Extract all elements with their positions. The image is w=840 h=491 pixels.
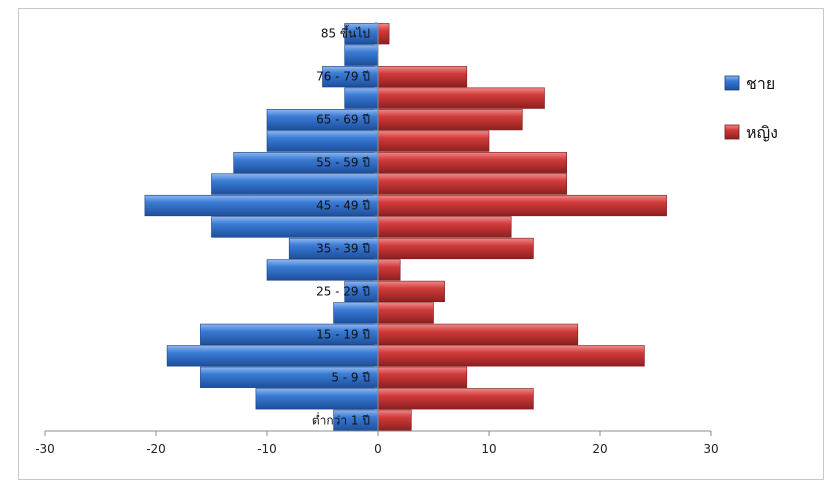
chart-frame: -30 -20 -10 0 10 20 30 ต่ำกว่า 1 ปี 5 - 9 ปี 15 …	[18, 8, 824, 480]
bar-male-1	[255, 388, 379, 410]
bar-male-5	[333, 302, 379, 324]
category-label-16: 76 - 79 ปี	[316, 70, 370, 84]
legend-swatch-male	[724, 75, 740, 91]
category-label-4: 15 - 19 ปี	[316, 327, 370, 341]
axes-layer: -30 -20 -10 0 10 20 30	[35, 22, 719, 456]
bar-female-8	[377, 237, 534, 260]
bar-female-3	[377, 345, 645, 367]
bar-female-4	[377, 323, 579, 345]
category-label-12: 55 - 59 ปี	[316, 156, 370, 170]
bar-male-15	[344, 87, 379, 109]
bar-female-0	[377, 409, 412, 431]
bar-male-9	[211, 216, 379, 238]
x-tick-label: 10	[481, 442, 496, 456]
category-label-0: ต่ำกว่า 1 ปี	[312, 411, 370, 427]
bar-female-1	[377, 388, 534, 410]
bar-male-3	[166, 345, 379, 367]
bar-female-18	[377, 23, 390, 45]
legend-label-female: หญิง	[746, 123, 778, 142]
bars-layer	[144, 23, 667, 431]
x-tick-label: -10	[257, 442, 277, 456]
bar-female-2	[377, 366, 468, 388]
population-pyramid-chart: -30 -20 -10 0 10 20 30 ต่ำกว่า 1 ปี 5 - 9 ปี 15 …	[35, 22, 778, 456]
bar-male-7	[266, 259, 379, 281]
bar-female-10	[377, 194, 667, 217]
bar-male-13	[266, 130, 379, 152]
category-label-10: 45 - 49 ปี	[316, 199, 370, 213]
bar-female-5	[377, 302, 434, 324]
x-tick-label: 20	[592, 442, 607, 456]
bar-male-11	[211, 173, 379, 195]
legend-label-male: ชาย	[746, 74, 775, 93]
bar-female-6	[377, 280, 445, 303]
x-tick-label: -30	[35, 442, 55, 456]
category-label-18: 85 ขึ้นไป	[321, 25, 370, 41]
category-label-2: 5 - 9 ปี	[331, 370, 370, 384]
legend-swatch-female	[724, 124, 740, 140]
x-tick-label: 0	[374, 442, 382, 456]
bar-female-14	[377, 109, 523, 131]
x-tick-label: 30	[703, 442, 718, 456]
category-label-6: 25 - 29 ปี	[316, 284, 370, 298]
bar-female-12	[377, 151, 567, 174]
bar-female-13	[377, 130, 490, 152]
x-tick-label: -20	[146, 442, 166, 456]
bar-female-15	[377, 87, 545, 109]
category-label-8: 35 - 39 ปี	[316, 241, 370, 255]
bar-female-9	[377, 216, 512, 238]
category-labels-layer: ต่ำกว่า 1 ปี 5 - 9 ปี 15 - 19 ปี 25 - 29 ปี…	[312, 25, 370, 428]
bar-female-11	[377, 173, 567, 195]
bar-female-16	[377, 66, 468, 88]
category-label-14: 65 - 69 ปี	[316, 113, 370, 127]
bar-female-7	[377, 259, 401, 281]
bar-male-17	[344, 44, 379, 66]
